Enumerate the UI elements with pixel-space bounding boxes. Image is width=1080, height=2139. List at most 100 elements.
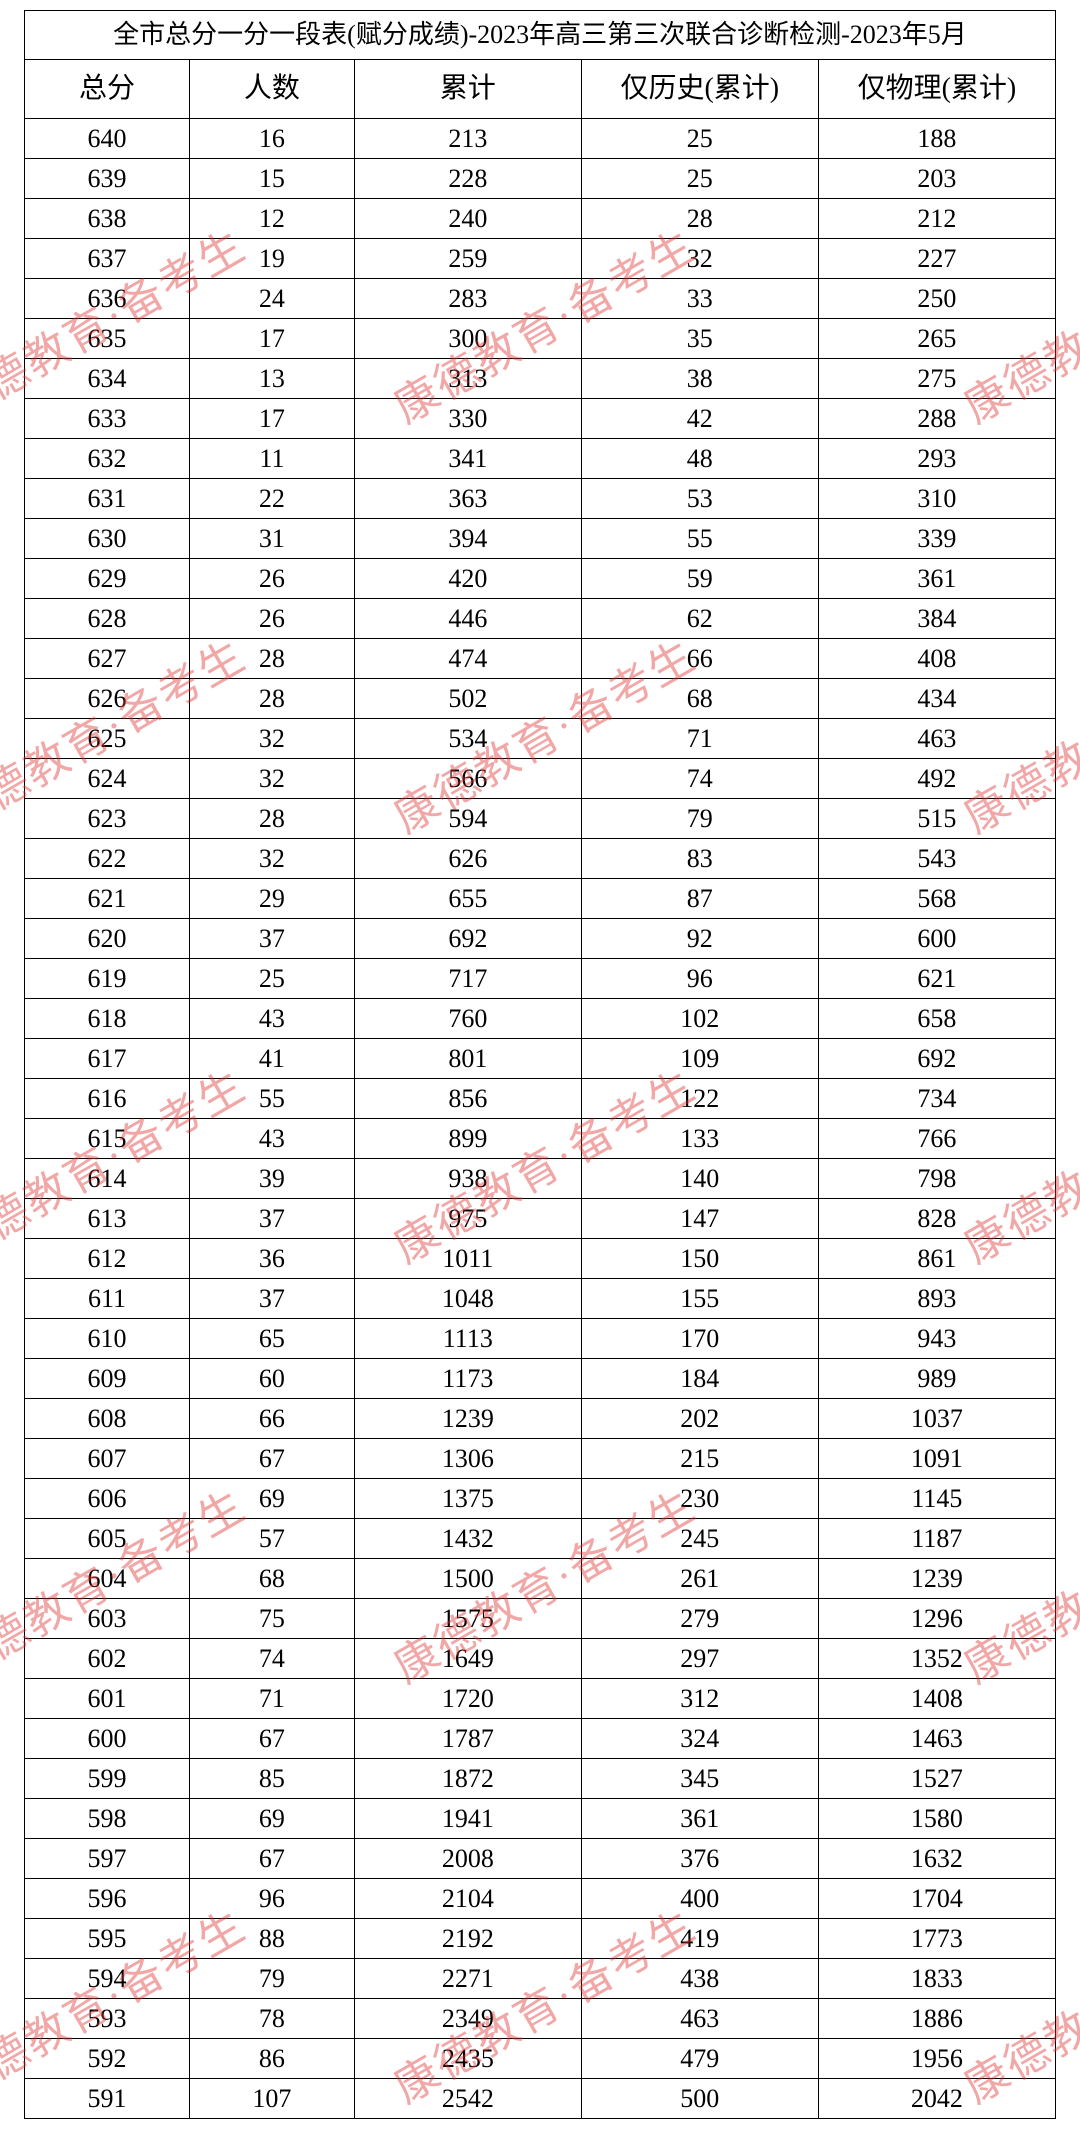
table-row: 6253253471463 xyxy=(25,719,1056,759)
table-cell: 17 xyxy=(189,399,354,439)
table-cell: 568 xyxy=(818,879,1055,919)
table-cell: 147 xyxy=(581,1199,818,1239)
table-cell: 975 xyxy=(354,1199,581,1239)
table-cell: 604 xyxy=(25,1559,190,1599)
table-cell: 635 xyxy=(25,319,190,359)
table-cell: 1048 xyxy=(354,1279,581,1319)
table-cell: 2349 xyxy=(354,1999,581,2039)
table-cell: 324 xyxy=(581,1719,818,1759)
table-cell: 109 xyxy=(581,1039,818,1079)
table-cell: 658 xyxy=(818,999,1055,1039)
table-body: 6401621325188639152282520363812240282126… xyxy=(25,119,1056,2119)
table-row: 5998518723451527 xyxy=(25,1759,1056,1799)
table-cell: 828 xyxy=(818,1199,1055,1239)
table-cell: 592 xyxy=(25,2039,190,2079)
table-cell: 67 xyxy=(189,1719,354,1759)
table-cell: 594 xyxy=(25,1959,190,1999)
table-cell: 57 xyxy=(189,1519,354,1559)
table-cell: 74 xyxy=(189,1639,354,1679)
table-row: 6351730035265 xyxy=(25,319,1056,359)
table-cell: 1408 xyxy=(818,1679,1055,1719)
table-cell: 1011 xyxy=(354,1239,581,1279)
table-cell: 438 xyxy=(581,1959,818,1999)
table-cell: 626 xyxy=(25,679,190,719)
table-cell: 617 xyxy=(25,1039,190,1079)
col-header-history: 仅历史(累计) xyxy=(581,60,818,119)
table-row: 61543899133766 xyxy=(25,1119,1056,1159)
table-cell: 293 xyxy=(818,439,1055,479)
table-cell: 297 xyxy=(581,1639,818,1679)
table-cell: 215 xyxy=(581,1439,818,1479)
table-row: 6006717873241463 xyxy=(25,1719,1056,1759)
table-cell: 96 xyxy=(581,959,818,999)
table-row: 6192571796621 xyxy=(25,959,1056,999)
table-cell: 339 xyxy=(818,519,1055,559)
table-cell: 610 xyxy=(25,1319,190,1359)
table-cell: 534 xyxy=(354,719,581,759)
table-cell: 28 xyxy=(581,199,818,239)
table-cell: 26 xyxy=(189,559,354,599)
table-cell: 53 xyxy=(581,479,818,519)
col-header-cum: 累计 xyxy=(354,60,581,119)
table-cell: 150 xyxy=(581,1239,818,1279)
table-cell: 989 xyxy=(818,1359,1055,1399)
table-cell: 2008 xyxy=(354,1839,581,1879)
table-cell: 893 xyxy=(818,1279,1055,1319)
table-cell: 602 xyxy=(25,1639,190,1679)
table-cell: 1649 xyxy=(354,1639,581,1679)
table-cell: 614 xyxy=(25,1159,190,1199)
table-row: 612361011150861 xyxy=(25,1239,1056,1279)
table-cell: 12 xyxy=(189,199,354,239)
table-row: 61655856122734 xyxy=(25,1079,1056,1119)
table-row: 5986919413611580 xyxy=(25,1799,1056,1839)
table-cell: 1773 xyxy=(818,1919,1055,1959)
table-cell: 55 xyxy=(189,1079,354,1119)
table-cell: 240 xyxy=(354,199,581,239)
table-cell: 760 xyxy=(354,999,581,1039)
table-row: 6303139455339 xyxy=(25,519,1056,559)
table-cell: 28 xyxy=(189,639,354,679)
table-cell: 856 xyxy=(354,1079,581,1119)
table-cell: 1352 xyxy=(818,1639,1055,1679)
table-cell: 594 xyxy=(354,799,581,839)
table-cell: 655 xyxy=(354,879,581,919)
table-row: 61741801109692 xyxy=(25,1039,1056,1079)
table-cell: 2104 xyxy=(354,1879,581,1919)
table-row: 61337975147828 xyxy=(25,1199,1056,1239)
table-cell: 213 xyxy=(354,119,581,159)
table-cell: 633 xyxy=(25,399,190,439)
table-cell: 618 xyxy=(25,999,190,1039)
table-cell: 608 xyxy=(25,1399,190,1439)
table-cell: 275 xyxy=(818,359,1055,399)
table-cell: 37 xyxy=(189,1279,354,1319)
table-cell: 43 xyxy=(189,999,354,1039)
table-row: 610651113170943 xyxy=(25,1319,1056,1359)
table-cell: 624 xyxy=(25,759,190,799)
table-row: 6312236353310 xyxy=(25,479,1056,519)
table-cell: 463 xyxy=(818,719,1055,759)
table-cell: 938 xyxy=(354,1159,581,1199)
table-cell: 43 xyxy=(189,1119,354,1159)
table-row: 5969621044001704 xyxy=(25,1879,1056,1919)
table-row: 6331733042288 xyxy=(25,399,1056,439)
table-cell: 591 xyxy=(25,2079,190,2119)
table-cell: 38 xyxy=(581,359,818,399)
table-cell: 31 xyxy=(189,519,354,559)
table-cell: 717 xyxy=(354,959,581,999)
table-cell: 1580 xyxy=(818,1799,1055,1839)
table-row: 6362428333250 xyxy=(25,279,1056,319)
table-cell: 37 xyxy=(189,1199,354,1239)
table-cell: 596 xyxy=(25,1879,190,1919)
table-row: 61439938140798 xyxy=(25,1159,1056,1199)
table-cell: 1886 xyxy=(818,1999,1055,2039)
table-cell: 1173 xyxy=(354,1359,581,1399)
table-cell: 96 xyxy=(189,1879,354,1919)
table-cell: 631 xyxy=(25,479,190,519)
table-cell: 1500 xyxy=(354,1559,581,1599)
table-cell: 621 xyxy=(25,879,190,919)
table-title: 全市总分一分一段表(赋分成绩)-2023年高三第三次联合诊断检测-2023年5月 xyxy=(25,11,1056,60)
table-cell: 599 xyxy=(25,1759,190,1799)
table-cell: 630 xyxy=(25,519,190,559)
table-cell: 384 xyxy=(818,599,1055,639)
table-row: 6282644662384 xyxy=(25,599,1056,639)
